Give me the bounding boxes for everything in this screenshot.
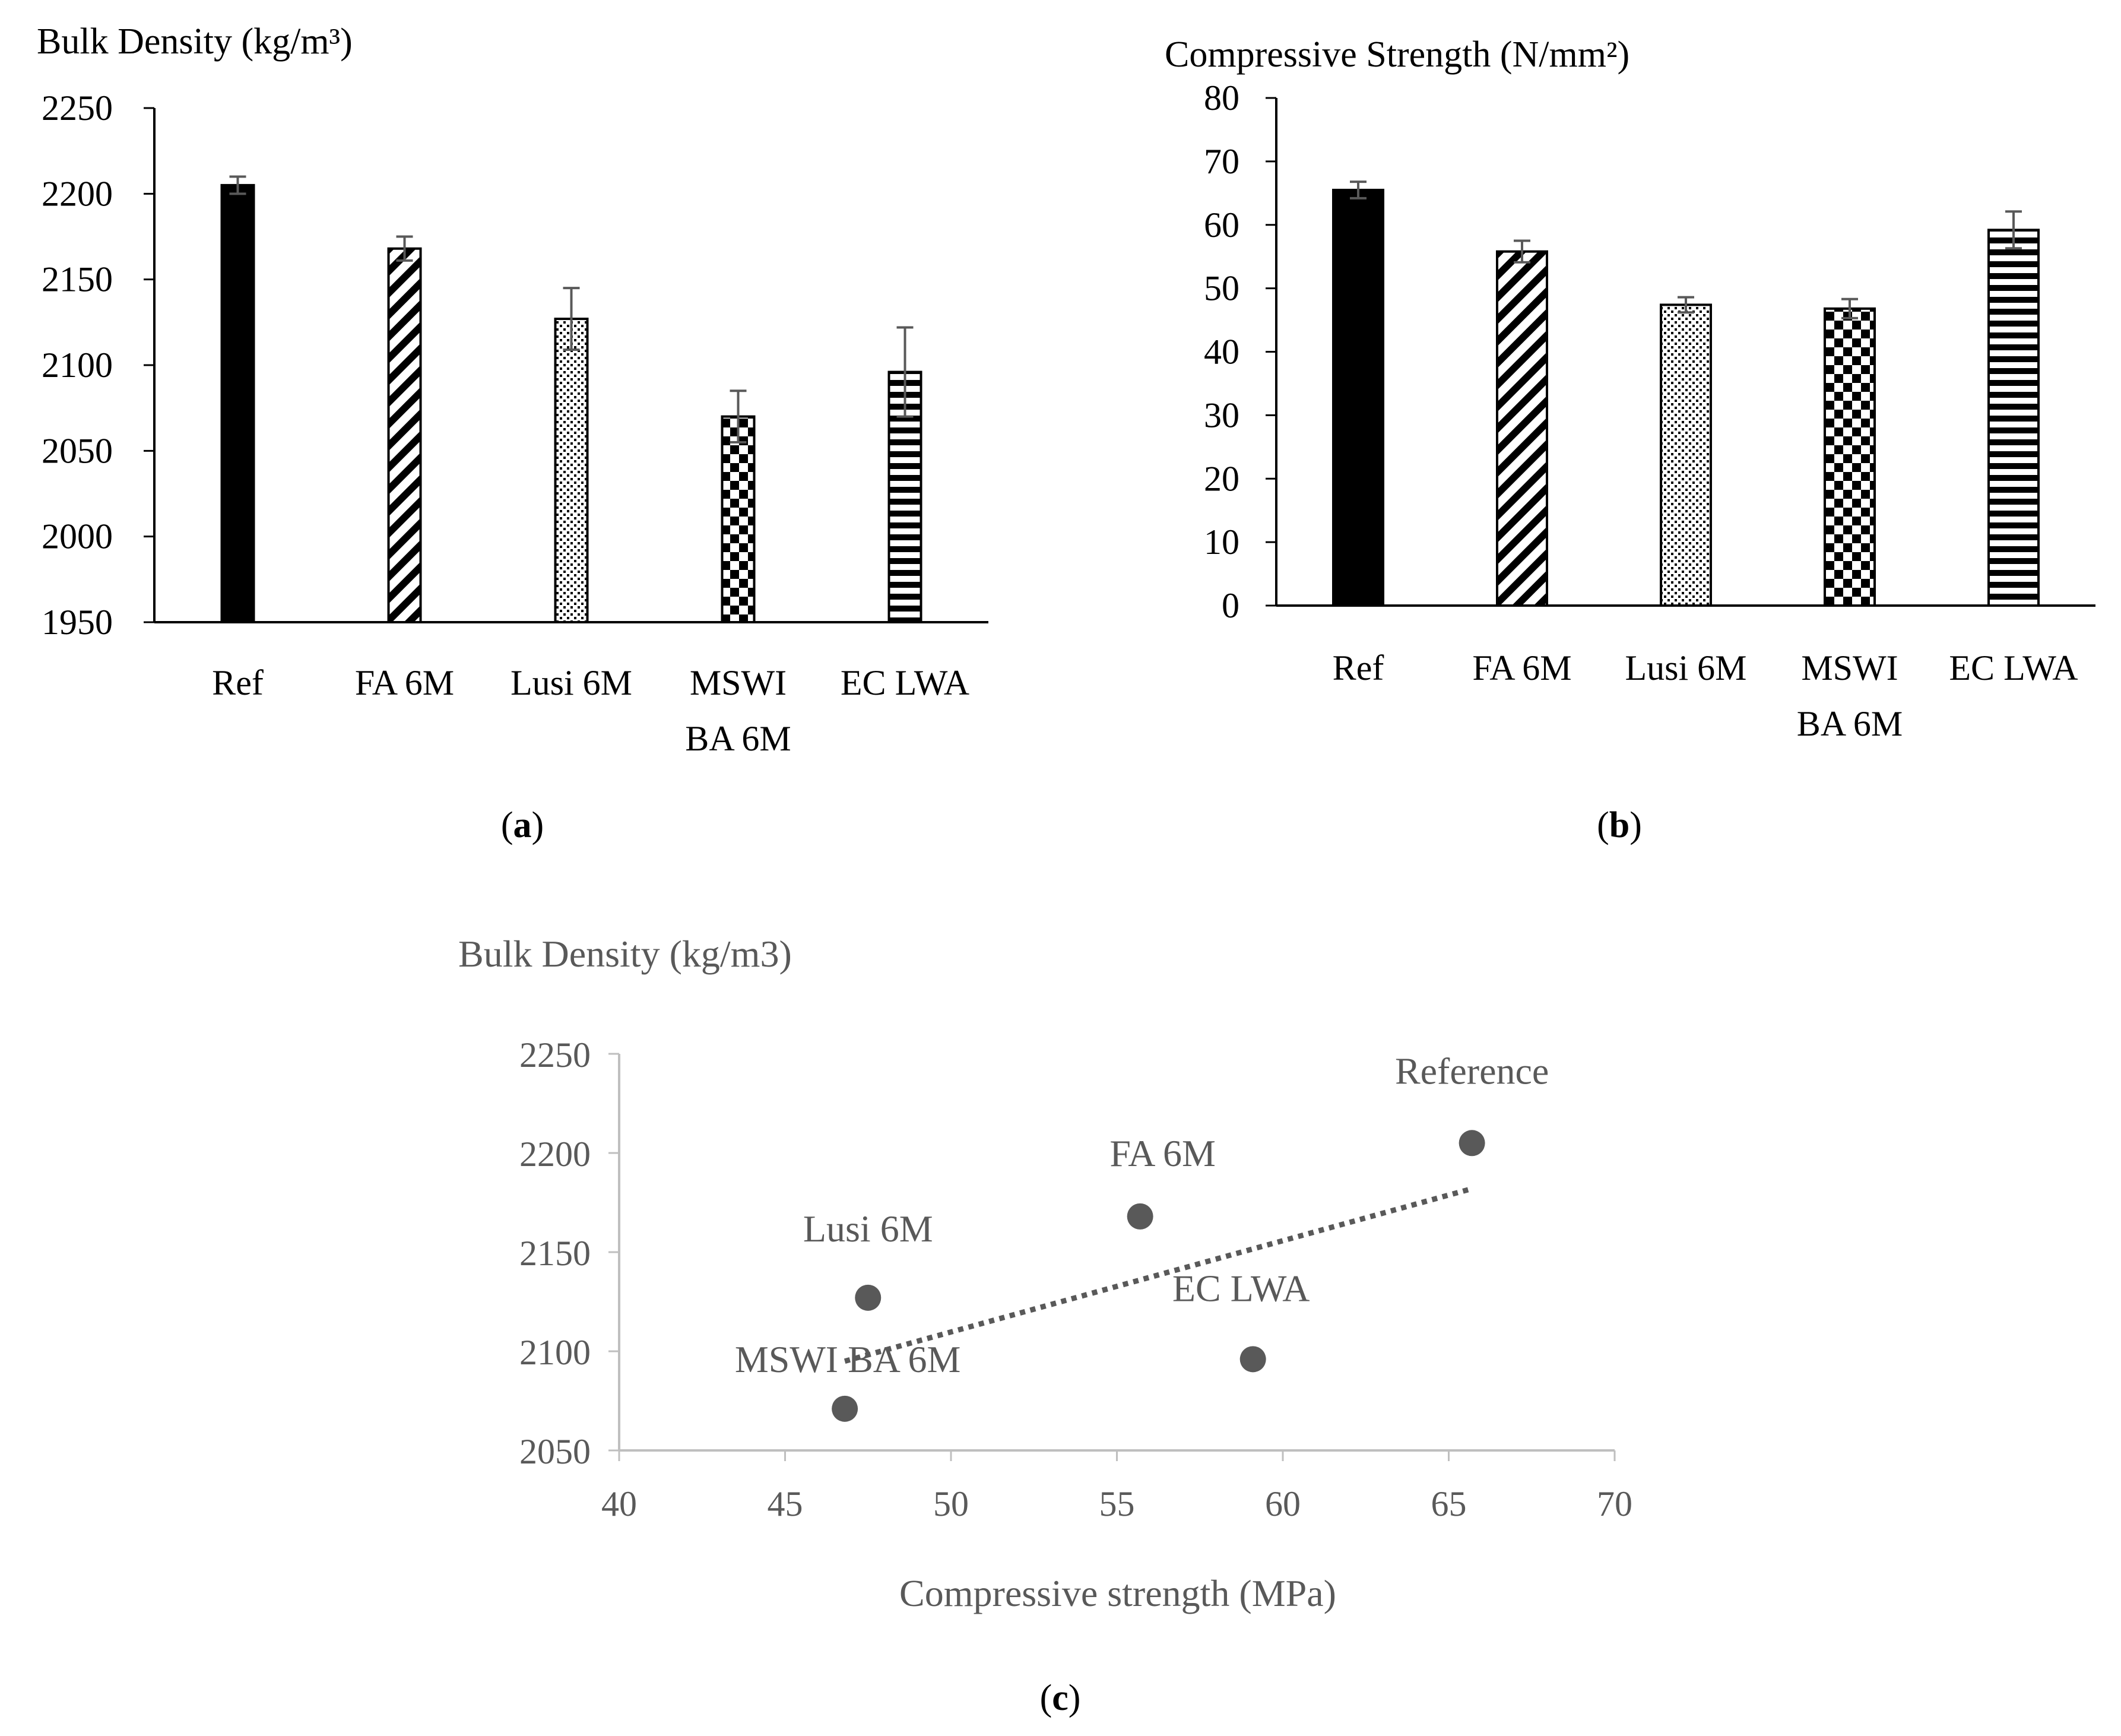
bar <box>1496 250 1548 607</box>
x-tick-label: Lusi 6M <box>511 663 632 702</box>
x-tick-label-line: MSWI <box>690 663 787 702</box>
x-tick-label: MSWI BA 6M <box>685 663 791 758</box>
x-tick-label-line: Ref <box>1333 648 1384 688</box>
point-label: Reference <box>1395 1050 1549 1092</box>
chart-b-panel-label: (b) <box>1597 805 1642 845</box>
scatter-point <box>832 1395 858 1422</box>
x-tick-label: Lusi 6M <box>1625 648 1746 688</box>
y-tick-label: 60 <box>1204 205 1239 245</box>
y-tick-label: 2100 <box>519 1333 591 1372</box>
y-tick-label: 1950 <box>42 603 113 642</box>
chart-c-axes <box>608 1053 1616 1461</box>
chart-c-trendline <box>844 1186 1473 1364</box>
scatter-point <box>1127 1203 1153 1230</box>
x-tick-label: 40 <box>601 1484 637 1523</box>
chart-c-point-labels: Reference FA 6M Lusi 6M EC LWA MSWI BA 6M <box>735 1050 1549 1380</box>
y-tick-label: 2250 <box>42 88 113 128</box>
chart-b-tick-labels: 0 10 20 30 40 50 60 70 80 <box>1204 78 1239 625</box>
chart-c-tick-labels: 2050 2100 2150 2200 2250 40 45 50 55 60 65 70 <box>519 1035 1632 1523</box>
chart-c-panel-letter: c <box>1052 1678 1069 1718</box>
y-tick-label: 2100 <box>42 346 113 385</box>
x-tick-label: Ref <box>212 663 264 702</box>
chart-compressive-strength: Compressive Strength (N/mm²) 0 10 20 30 40 50… <box>1165 34 2095 845</box>
x-tick-label: Ref <box>1333 648 1384 688</box>
x-tick-label-line: FA 6M <box>1472 648 1571 688</box>
scatter-point <box>1239 1346 1266 1373</box>
chart-c-points <box>832 1130 1485 1422</box>
x-tick-label-line: BA 6M <box>1797 704 1903 743</box>
chart-b-bars <box>1332 188 2040 607</box>
bar <box>1660 303 1712 607</box>
x-tick-label-line: Lusi 6M <box>511 663 632 702</box>
y-tick-label: 20 <box>1204 459 1239 498</box>
chart-c-title: Bulk Density (kg/m3) <box>458 933 792 975</box>
y-tick-label: 2200 <box>519 1135 591 1174</box>
chart-b-title: Compressive Strength (N/mm²) <box>1165 34 1629 75</box>
x-tick-label-line: BA 6M <box>685 719 791 758</box>
x-tick-label: 60 <box>1265 1484 1301 1523</box>
x-tick-label: 70 <box>1597 1484 1632 1523</box>
chart-a-panel-letter: a <box>513 805 532 845</box>
y-tick-label: 2050 <box>519 1432 591 1471</box>
x-tick-label-line: Lusi 6M <box>1625 648 1746 688</box>
x-tick-label: MSWI BA 6M <box>1797 648 1903 743</box>
chart-a-error-bars <box>229 175 914 443</box>
bar <box>554 318 589 623</box>
scatter-point <box>855 1284 882 1311</box>
chart-a-tick-labels: 1950 2000 2050 2100 2150 2200 2250 <box>42 88 113 642</box>
point-label: EC LWA <box>1172 1267 1310 1309</box>
chart-a-bars <box>220 183 922 624</box>
x-tick-label: FA 6M <box>355 663 454 702</box>
point-label: FA 6M <box>1109 1132 1215 1174</box>
x-tick-label-line: FA 6M <box>355 663 454 702</box>
y-tick-label: 0 <box>1222 586 1239 625</box>
x-tick-label: 45 <box>768 1484 803 1523</box>
chart-c-panel-label: (c) <box>1040 1678 1081 1718</box>
bar <box>1987 229 2040 607</box>
y-tick-label: 2050 <box>42 431 113 470</box>
x-tick-label-line: Ref <box>212 663 264 702</box>
chart-c-xlabel: Compressive strength (MPa) <box>899 1572 1336 1614</box>
chart-b-panel-letter: b <box>1609 805 1629 845</box>
y-tick-label: 2000 <box>42 517 113 556</box>
x-tick-label-line: EC LWA <box>1949 648 2078 688</box>
y-tick-label: 2250 <box>519 1035 591 1075</box>
point-label: Lusi 6M <box>803 1208 933 1250</box>
chart-b-error-bars <box>1350 180 2022 319</box>
x-tick-label: FA 6M <box>1472 648 1571 688</box>
chart-a-title: Bulk Density (kg/m³) <box>37 21 353 62</box>
x-tick-label-line: EC LWA <box>841 663 969 702</box>
y-tick-label: 50 <box>1204 269 1239 308</box>
scatter-point <box>1459 1130 1485 1157</box>
trendline <box>844 1186 1473 1364</box>
y-tick-label: 2200 <box>42 174 113 213</box>
chart-b-category-labels: Ref FA 6M Lusi 6M MSWI BA 6M EC LWA <box>1333 648 2078 743</box>
x-tick-label: EC LWA <box>1949 648 2078 688</box>
x-tick-label: 50 <box>933 1484 969 1523</box>
y-tick-label: 2150 <box>42 260 113 299</box>
chart-density-vs-strength: Bulk Density (kg/m3) 2050 2100 2150 2200 225… <box>458 933 1632 1718</box>
chart-a-category-labels: Ref FA 6M Lusi 6M MSWI BA 6M EC LWA <box>212 663 969 758</box>
bar <box>721 415 756 623</box>
y-tick-label: 70 <box>1204 142 1239 181</box>
bar <box>1332 188 1384 607</box>
y-tick-label: 30 <box>1204 395 1239 435</box>
chart-bulk-density: Bulk Density (kg/m³) 1950 2000 2050 2100 215… <box>37 21 988 845</box>
bar <box>220 183 255 623</box>
y-tick-label: 10 <box>1204 522 1239 562</box>
bar <box>387 247 422 623</box>
y-tick-label: 40 <box>1204 332 1239 372</box>
chart-a-panel-label: (a) <box>501 805 544 845</box>
x-tick-label-line: MSWI <box>1801 648 1898 688</box>
y-tick-label: 80 <box>1204 78 1239 118</box>
bar <box>1824 307 1876 607</box>
point-label: MSWI BA 6M <box>735 1338 961 1380</box>
x-tick-label: 55 <box>1099 1484 1135 1523</box>
x-tick-label: EC LWA <box>841 663 969 702</box>
y-tick-label: 2150 <box>519 1234 591 1273</box>
x-tick-label: 65 <box>1431 1484 1467 1523</box>
